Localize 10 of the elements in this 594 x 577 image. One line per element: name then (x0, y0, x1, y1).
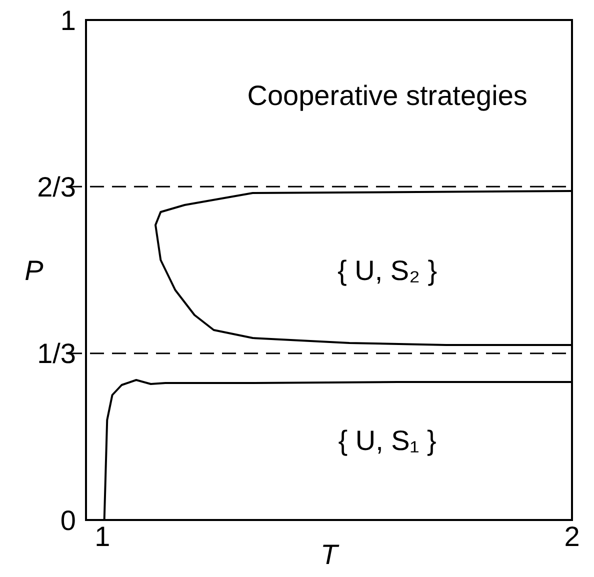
x-tick-label: 2 (564, 521, 580, 552)
y-tick-label: 2/3 (37, 171, 76, 202)
y-axis-title: P (24, 254, 44, 286)
y-tick-label: 1/3 (37, 338, 76, 370)
annotation: { U, S₁ } (338, 424, 436, 456)
annotation: { U, S₂ } (338, 254, 438, 286)
y-tick-label: 0 (60, 504, 76, 536)
y-tick-label: 1 (60, 4, 76, 36)
x-axis-title: T (320, 539, 340, 570)
annotation: Cooperative strategies (247, 80, 528, 111)
